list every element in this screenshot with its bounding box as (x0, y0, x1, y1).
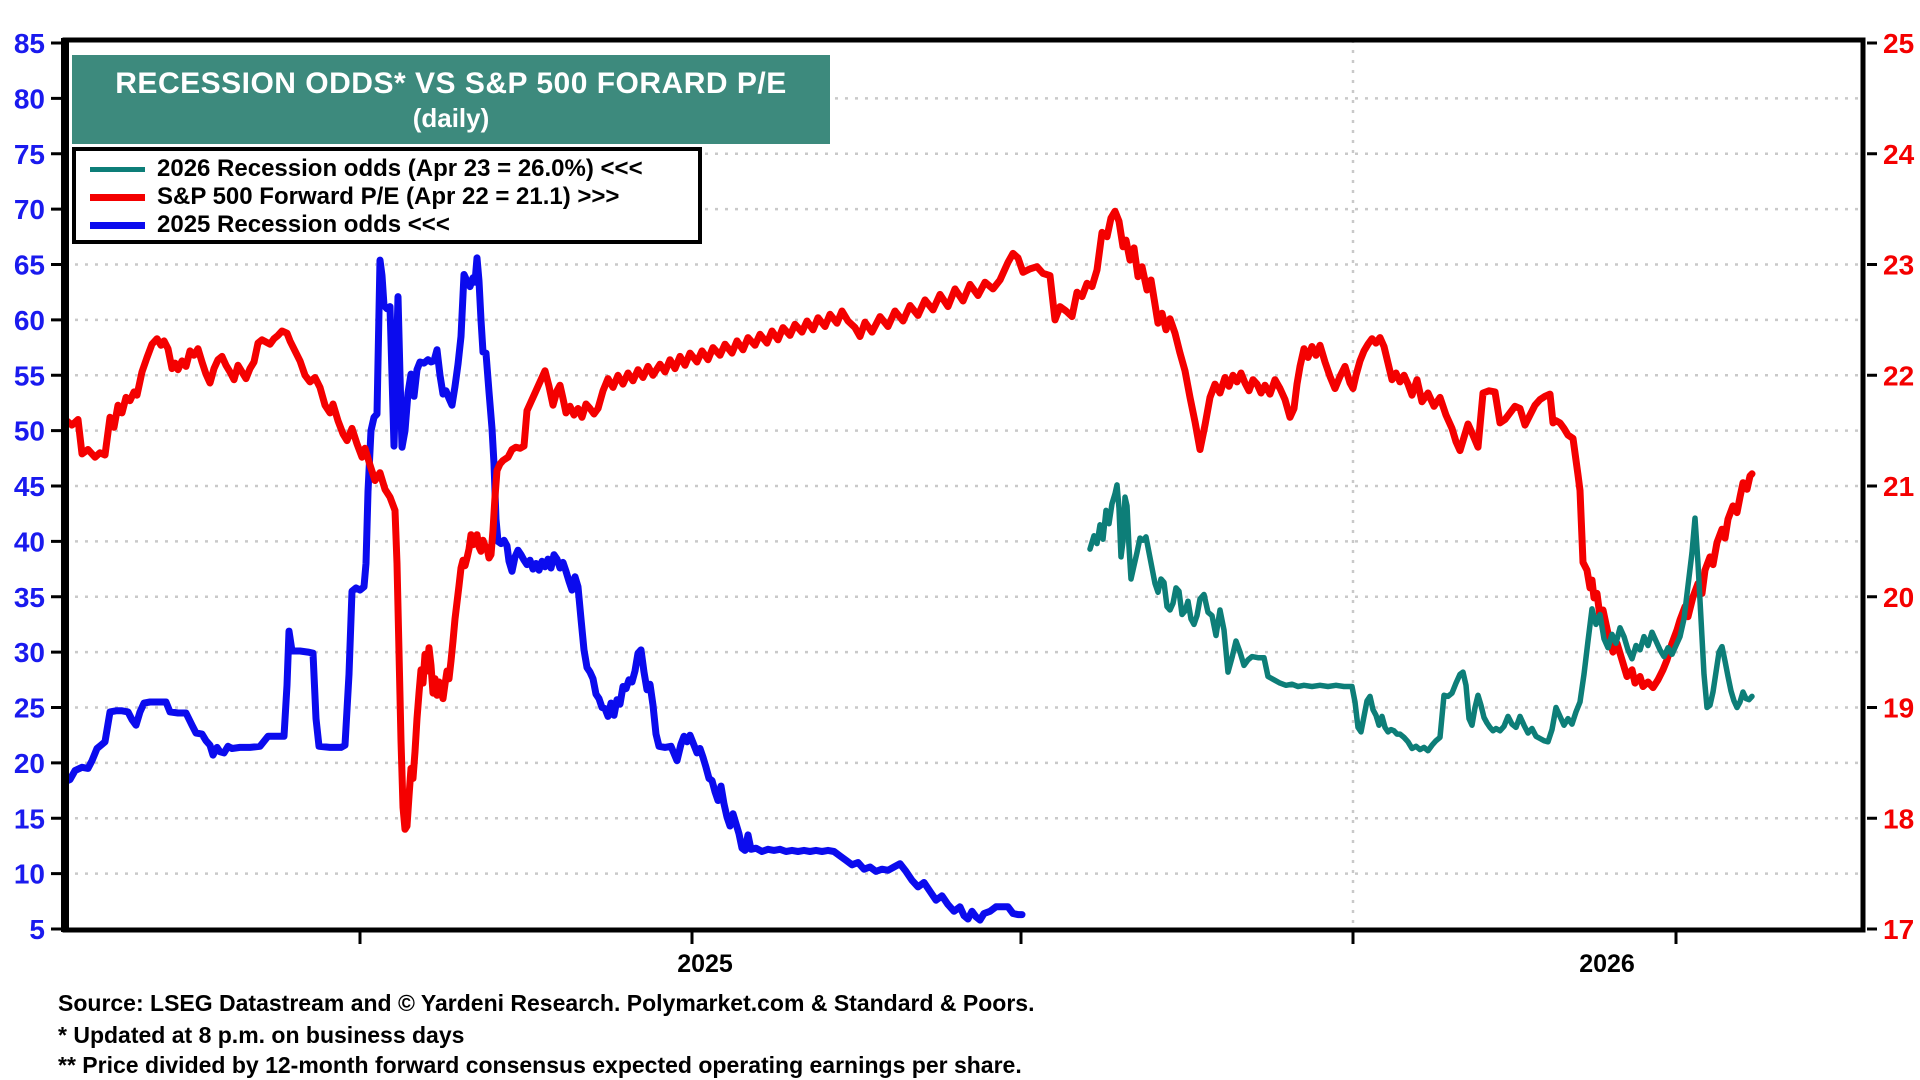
legend-label: 2025 Recession odds <<< (157, 211, 450, 238)
left-axis-label: 45 (14, 471, 45, 502)
left-axis-label: 55 (14, 360, 45, 391)
legend-swatch-red-icon (90, 193, 145, 201)
legend-item-forward-pe: S&P 500 Forward P/E (Apr 22 = 21.1) >>> (76, 183, 698, 211)
legend-item-2026-odds: 2026 Recession odds (Apr 23 = 26.0%) <<< (76, 155, 698, 183)
chart-title: RECESSION ODDS* VS S&P 500 FORARD P/E (115, 67, 787, 101)
right-axis-label: 24 (1883, 139, 1915, 170)
left-axis-label: 60 (14, 305, 45, 336)
right-axis-label: 21 (1883, 471, 1914, 502)
legend-item-2025-odds: 2025 Recession odds <<< (76, 211, 698, 239)
series-line-2026-recession-odds (1087, 482, 1755, 754)
x-axis-year-label: 2026 (1579, 950, 1635, 978)
x-axis-year-label: 2025 (677, 950, 733, 978)
left-axis-label: 15 (14, 803, 45, 834)
chart-subtitle: (daily) (412, 102, 490, 133)
definition-note: ** Price divided by 12-month forward con… (58, 1052, 1022, 1078)
legend-swatch-teal-icon (90, 166, 145, 172)
left-axis-label: 70 (14, 194, 45, 225)
update-note: * Updated at 8 p.m. on business days (58, 1022, 465, 1048)
left-axis-label: 40 (14, 526, 45, 557)
chart-title-box: RECESSION ODDS* VS S&P 500 FORARD P/E (d… (72, 55, 830, 144)
left-axis-label: 20 (14, 748, 45, 779)
left-axis-label: 80 (14, 83, 45, 114)
legend-label: S&P 500 Forward P/E (Apr 22 = 21.1) >>> (157, 183, 620, 210)
left-axis-label: 5 (29, 914, 45, 945)
legend-label: 2026 Recession odds (Apr 23 = 26.0%) <<< (157, 155, 643, 182)
legend-swatch-blue-icon (90, 221, 145, 229)
right-axis-label: 22 (1883, 360, 1914, 391)
right-axis-label: 19 (1883, 693, 1914, 724)
right-axis-label: 25 (1883, 28, 1914, 59)
right-axis-label: 23 (1883, 250, 1914, 281)
legend: 2026 Recession odds (Apr 23 = 26.0%) <<<… (72, 147, 702, 244)
source-note: Source: LSEG Datastream and © Yardeni Re… (58, 990, 1035, 1016)
right-axis-label: 20 (1883, 582, 1914, 613)
left-axis-label: 35 (14, 582, 45, 613)
left-axis-label: 50 (14, 416, 45, 447)
right-axis-label: 17 (1883, 914, 1914, 945)
series-line-2025-recession-odds (61, 254, 1026, 924)
right-axis-label: 18 (1883, 803, 1914, 834)
left-axis-label: 10 (14, 859, 45, 890)
left-axis-label: 25 (14, 693, 45, 724)
series-line-s-p-500-forward-p-e (61, 207, 1756, 833)
left-axis-label: 85 (14, 28, 45, 59)
left-axis-label: 65 (14, 250, 45, 281)
left-axis-label: 75 (14, 139, 45, 170)
left-axis-label: 30 (14, 637, 45, 668)
